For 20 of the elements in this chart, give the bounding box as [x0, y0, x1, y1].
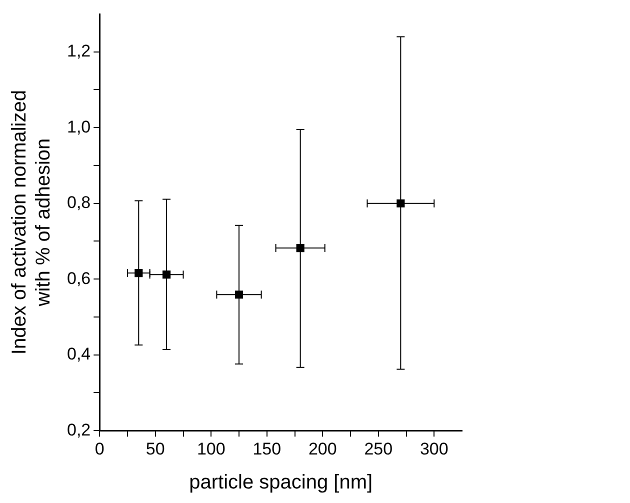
x-tick-label: 100 — [196, 439, 226, 458]
point — [134, 269, 143, 278]
point — [396, 199, 405, 208]
x-tick-label: 300 — [420, 439, 448, 458]
y-axis-title: Index of activation normalized with % of adhesion — [8, 90, 55, 355]
y-tick-label: 0,4 — [66, 344, 91, 364]
y-tick-label: 1,2 — [66, 42, 91, 61]
point — [296, 244, 304, 252]
y-tick-label: 0,6 — [66, 268, 91, 288]
point — [162, 270, 171, 279]
y-tick-label: 0,2 — [66, 420, 91, 440]
point — [234, 290, 244, 299]
x-axis-title: particle spacing [nm] — [189, 472, 373, 494]
x-tick-label: 150 — [252, 439, 282, 458]
x-tick-label: 0 — [94, 439, 104, 458]
y-tick-label: 0,8 — [66, 193, 91, 212]
x-tick-label: 50 — [146, 439, 165, 458]
x-tick-label: 200 — [308, 439, 337, 458]
y-tick-label: 1,0 — [66, 117, 91, 136]
x-tick-label: 250 — [364, 439, 393, 458]
